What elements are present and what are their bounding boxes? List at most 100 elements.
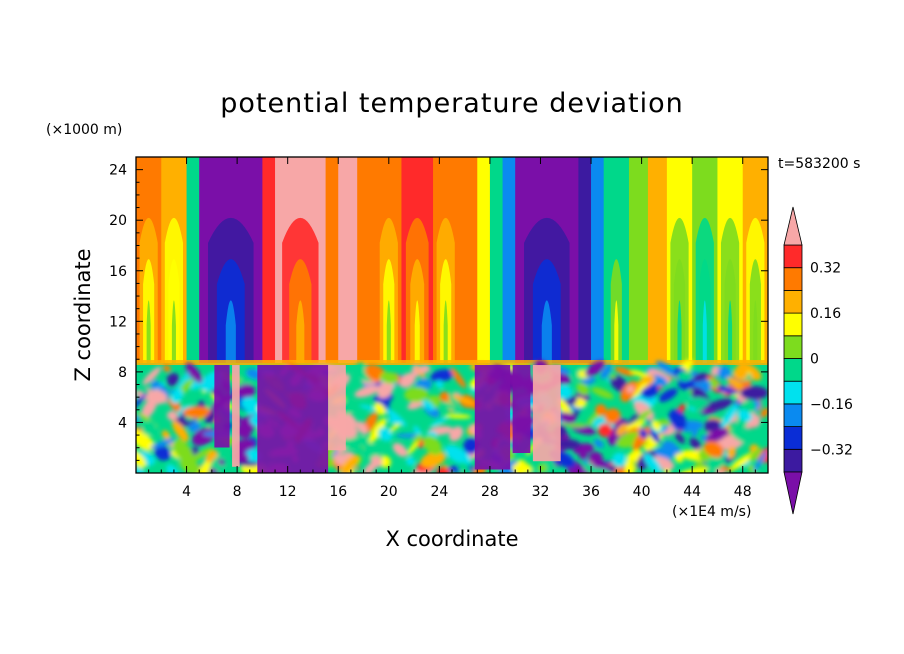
- field-column: [477, 157, 491, 366]
- turbulent-eddy: [634, 409, 652, 422]
- turbulent-eddy: [379, 371, 399, 384]
- turbulent-eddy: [166, 410, 178, 421]
- turbulent-eddy: [708, 378, 719, 389]
- turbulent-eddy: [236, 424, 251, 439]
- turbulent-eddy: [597, 423, 613, 438]
- colorbar-box: [783, 380, 803, 405]
- turbulent-eddy: [600, 364, 612, 380]
- turbulent-eddy: [435, 380, 444, 389]
- turbulent-eddy: [717, 366, 731, 380]
- turbulent-eddy: [614, 366, 635, 377]
- colorbar-tick-label: 0.16: [810, 306, 841, 322]
- turbulent-eddy: [236, 461, 262, 467]
- turbulent-eddy: [720, 403, 739, 428]
- turbulent-boundary-layer-field: [136, 359, 768, 473]
- colorbar: 0.32 0.16 0 −0.16 −0.32: [783, 206, 853, 515]
- boundary-layer-column: [232, 365, 240, 467]
- turbulent-eddy: [417, 364, 431, 374]
- turbulent-eddy: [373, 402, 386, 416]
- turbulent-eddy: [674, 453, 684, 463]
- turbulent-eddy: [564, 423, 588, 428]
- boundary-layer-column: [257, 365, 329, 473]
- field-column: [502, 157, 516, 366]
- x-tick-label: 24: [430, 484, 448, 500]
- turbulent-eddy: [633, 401, 655, 421]
- turbulent-eddy: [444, 445, 472, 465]
- turbulent-eddy: [668, 409, 687, 431]
- field-column: [186, 157, 200, 366]
- colorbar-tick-label: −0.16: [810, 397, 853, 413]
- field-arch: [702, 300, 707, 366]
- turbulent-eddy: [689, 437, 702, 452]
- field-arch: [296, 300, 305, 366]
- turbulent-eddy: [218, 458, 225, 466]
- turbulent-eddy: [716, 386, 739, 394]
- turbulent-eddy: [687, 371, 711, 393]
- turbulent-eddy: [708, 398, 733, 411]
- y-tick-label: 8: [118, 365, 127, 381]
- x-tick-label: 8: [233, 484, 242, 500]
- turbulent-eddy: [448, 426, 464, 442]
- turbulent-eddy: [145, 389, 168, 405]
- turbulent-eddy: [686, 397, 710, 409]
- turbulent-eddy: [706, 456, 724, 471]
- turbulent-eddy: [450, 367, 466, 389]
- turbulent-eddy: [632, 381, 648, 398]
- turbulent-eddy: [161, 430, 171, 440]
- colorbar-box: [783, 426, 803, 450]
- field-column: [591, 157, 605, 366]
- field-arch: [171, 300, 176, 366]
- colorbar-extend-min: [783, 471, 803, 515]
- turbulent-eddy: [423, 435, 442, 456]
- field-column: [489, 157, 504, 366]
- colorbar-box: [783, 358, 803, 382]
- turbulent-eddy: [359, 404, 380, 412]
- turbulent-eddy: [368, 418, 387, 443]
- turbulent-eddy: [340, 454, 359, 473]
- field-column: [647, 157, 668, 366]
- turbulent-eddy: [439, 391, 450, 402]
- turbulent-eddy: [639, 429, 648, 439]
- turbulent-eddy: [643, 429, 664, 451]
- turbulent-eddy: [187, 447, 213, 464]
- field-arch: [753, 300, 758, 366]
- field-arch: [146, 300, 151, 366]
- turbulent-eddy: [579, 452, 588, 460]
- turbulent-eddy: [559, 412, 576, 424]
- upper-layer-field: [136, 157, 768, 366]
- x-tick-label: 36: [582, 484, 600, 500]
- colorbar-box: [783, 244, 803, 269]
- turbulent-eddy: [430, 416, 448, 427]
- turbulent-eddy: [628, 413, 640, 425]
- colorbar-box: [783, 267, 803, 291]
- turbulent-eddy: [691, 430, 699, 437]
- turbulent-eddy: [162, 364, 171, 372]
- turbulent-eddy: [604, 408, 621, 424]
- turbulent-eddy: [136, 449, 147, 469]
- turbulent-eddy: [727, 446, 736, 459]
- colorbar-tick-label: 0: [810, 352, 819, 368]
- turbulent-eddy: [693, 373, 708, 382]
- y-tick-label: 24: [109, 163, 127, 179]
- x-axis-label: X coordinate: [385, 527, 518, 551]
- turbulent-eddy: [588, 454, 611, 473]
- x-tick-label: 16: [329, 484, 347, 500]
- x-tick-label: 12: [279, 484, 297, 500]
- colorbar-box: [783, 289, 803, 314]
- turbulent-eddy: [753, 450, 768, 473]
- turbulent-eddy: [622, 419, 646, 433]
- turbulent-eddy: [421, 399, 435, 411]
- turbulent-eddy: [703, 440, 724, 458]
- turbulent-eddy: [457, 462, 470, 473]
- turbulent-eddy: [643, 453, 662, 473]
- turbulent-eddy: [679, 468, 709, 473]
- turbulent-eddy: [648, 427, 661, 444]
- turbulent-eddy: [555, 439, 581, 450]
- field-column: [338, 157, 358, 366]
- boundary-layer-column: [474, 365, 511, 470]
- turbulent-eddy: [170, 388, 184, 404]
- turbulent-eddy: [154, 446, 172, 461]
- turbulent-eddy: [612, 452, 627, 468]
- turbulent-eddy: [412, 434, 423, 443]
